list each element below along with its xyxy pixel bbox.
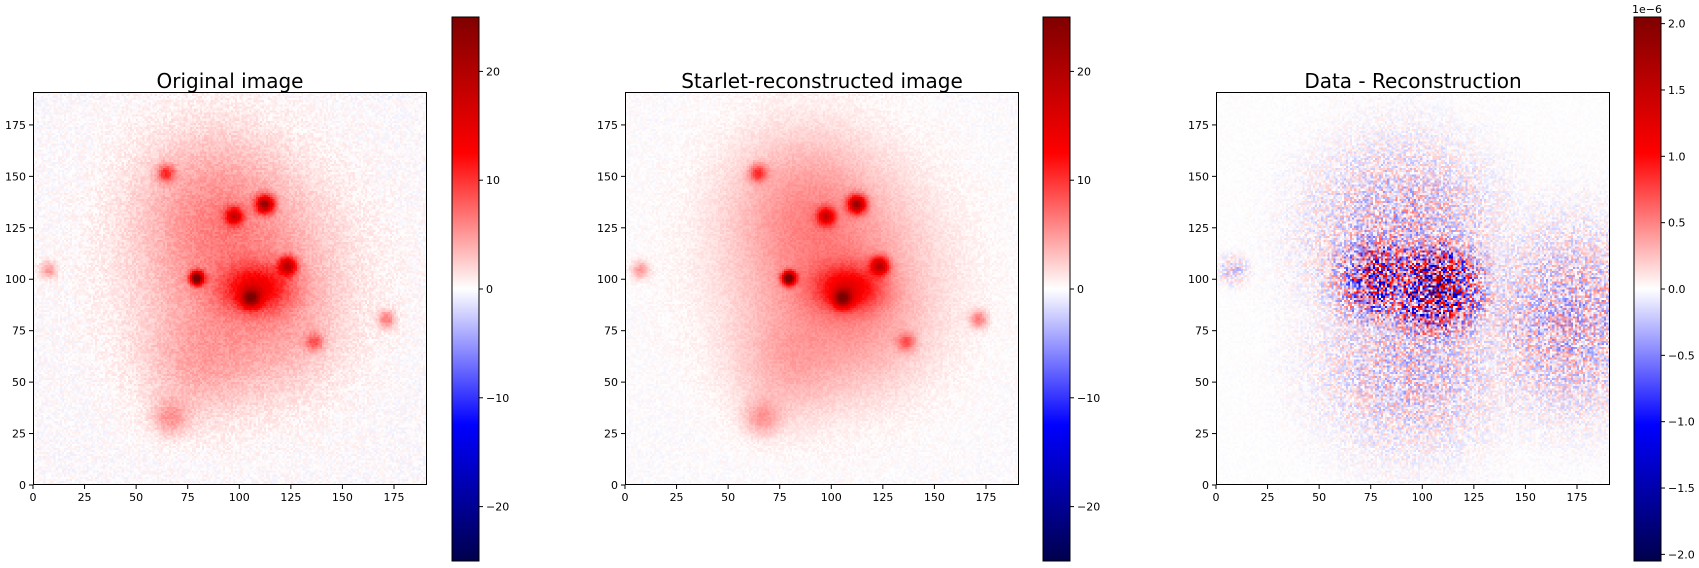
colorbar-tick-label: −1.5	[1668, 482, 1695, 495]
colorbar-tick-label: −2.0	[1668, 548, 1695, 561]
x-tick-label: 150	[924, 491, 945, 504]
y-tick-label: 175	[5, 119, 26, 132]
colorbar-tick-label: −10	[486, 392, 509, 405]
x-tick-label: 50	[129, 491, 143, 504]
colorbar-tick-label: 0.0	[1668, 283, 1686, 296]
colorbar	[1633, 16, 1662, 562]
x-tick-label: 125	[280, 491, 301, 504]
colorbar-tick-label: 20	[486, 65, 500, 78]
colorbar-tick-label: −20	[1077, 501, 1100, 514]
y-tick-label: 125	[1188, 222, 1209, 235]
y-tick-label: 25	[12, 428, 26, 441]
colorbar-tick-label: −20	[486, 501, 509, 514]
colorbar-tick-label: 10	[486, 174, 500, 187]
y-tick-label: 0	[1202, 479, 1209, 492]
x-tick-label: 150	[332, 491, 353, 504]
x-tick-label: 125	[872, 491, 893, 504]
x-tick-label: 75	[181, 491, 195, 504]
x-tick-label: 25	[670, 491, 684, 504]
panel-title: Starlet-reconstructed image	[681, 69, 963, 93]
y-tick-label: 25	[604, 428, 618, 441]
x-tick-label: 0	[622, 491, 629, 504]
colorbar-tick-label: 1.0	[1668, 150, 1686, 163]
colorbar-tick-label: 20	[1077, 65, 1091, 78]
y-tick-label: 25	[1195, 428, 1209, 441]
heatmap-image	[625, 92, 1019, 485]
colorbar-tick-label: −1.0	[1668, 416, 1695, 429]
y-tick-label: 100	[1188, 273, 1209, 286]
x-tick-label: 50	[721, 491, 735, 504]
panel-title: Original image	[157, 69, 304, 93]
x-tick-label: 0	[30, 491, 37, 504]
x-tick-label: 100	[229, 491, 250, 504]
y-tick-label: 175	[597, 119, 618, 132]
y-tick-label: 150	[1188, 170, 1209, 183]
colorbar-tick-label: −10	[1077, 392, 1100, 405]
x-tick-label: 25	[78, 491, 92, 504]
heatmap-image	[33, 92, 427, 485]
x-tick-label: 175	[1566, 491, 1587, 504]
y-tick-label: 75	[12, 325, 26, 338]
axes-frame	[1216, 92, 1610, 485]
colorbar	[451, 16, 480, 562]
x-tick-label: 175	[383, 491, 404, 504]
y-tick-label: 125	[597, 222, 618, 235]
y-tick-label: 100	[5, 273, 26, 286]
x-tick-label: 150	[1515, 491, 1536, 504]
y-tick-label: 75	[1195, 325, 1209, 338]
panel-3: Data - Reconstruction 0 25 50 75 100 125 150 175…	[1188, 3, 1695, 562]
x-tick-label: 75	[773, 491, 787, 504]
y-tick-label: 75	[604, 325, 618, 338]
x-tick-label: 100	[821, 491, 842, 504]
colorbar-tick-label: 0	[486, 283, 493, 296]
y-tick-label: 0	[611, 479, 618, 492]
y-tick-label: 125	[5, 222, 26, 235]
panel-title: Data - Reconstruction	[1304, 69, 1521, 93]
y-tick-label: 0	[19, 479, 26, 492]
axes-frame	[33, 92, 427, 485]
y-tick-label: 175	[1188, 119, 1209, 132]
colorbar-tick-label: −0.5	[1668, 349, 1695, 362]
y-tick-label: 50	[1195, 376, 1209, 389]
colorbar-offset-label: 1e−6	[1632, 3, 1662, 16]
colorbar-tick-label: 0.5	[1668, 217, 1686, 230]
x-tick-label: 175	[975, 491, 996, 504]
y-tick-label: 50	[604, 376, 618, 389]
colorbar-tick-label: 0	[1077, 283, 1084, 296]
y-tick-label: 150	[5, 170, 26, 183]
colorbar	[1042, 16, 1071, 562]
y-tick-label: 100	[597, 273, 618, 286]
colorbar-tick-label: 1.5	[1668, 84, 1686, 97]
x-tick-label: 0	[1213, 491, 1220, 504]
axes-frame	[625, 92, 1019, 485]
y-tick-label: 50	[12, 376, 26, 389]
x-tick-label: 25	[1261, 491, 1275, 504]
colorbar-tick-label: 10	[1077, 174, 1091, 187]
x-tick-label: 50	[1312, 491, 1326, 504]
y-tick-label: 150	[597, 170, 618, 183]
x-tick-label: 75	[1364, 491, 1378, 504]
colorbar-tick-label: 2.0	[1668, 18, 1686, 31]
x-tick-label: 100	[1412, 491, 1433, 504]
heatmap-image	[1216, 92, 1610, 485]
x-tick-label: 125	[1463, 491, 1484, 504]
